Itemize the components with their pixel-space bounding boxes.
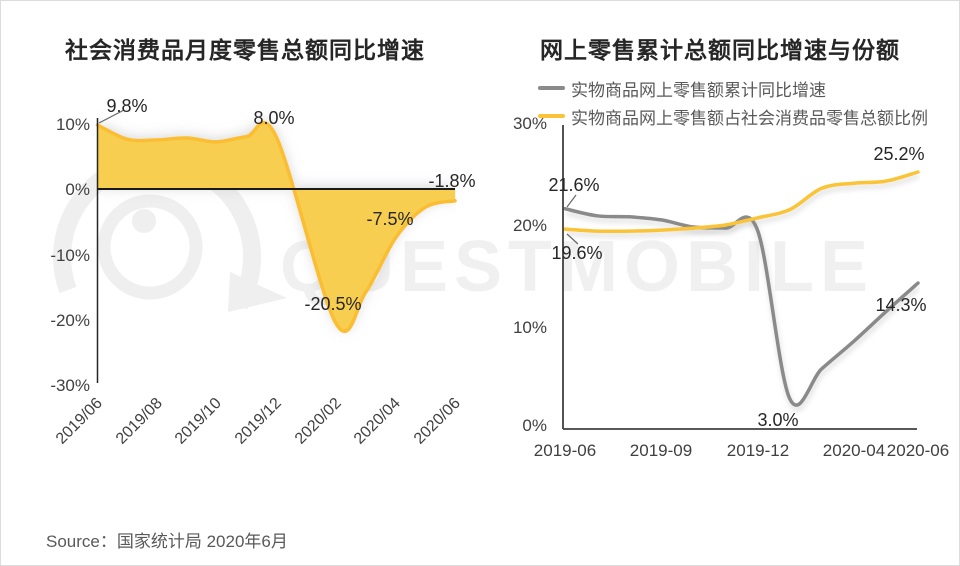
x-tick: 2019/12 xyxy=(232,395,285,448)
data-label-peak: 8.0% xyxy=(253,108,294,128)
left-x-tick-labels: 2019/06 2019/08 2019/10 2019/12 2020/02 … xyxy=(53,395,464,448)
label-leader-line xyxy=(98,109,125,124)
data-label-feb: -20.5% xyxy=(304,294,361,314)
watermark-logo-dot xyxy=(132,209,156,233)
area-series-fill xyxy=(97,122,455,332)
right-chart-legend: 实物商品网上零售额累计同比增速 实物商品网上零售额占社会消费品零售总额比例 xyxy=(538,74,928,130)
right-x-tick-labels: 2019-06 2019-09 2019-12 2020-04 2020-06 xyxy=(534,441,949,460)
y-tick: 20% xyxy=(513,216,547,235)
right-chart-title: 网上零售累计总额同比增速与份额 xyxy=(540,37,900,63)
yellow-line-shadow xyxy=(565,174,920,238)
data-label-end: -1.8% xyxy=(428,171,475,191)
x-tick: 2019-12 xyxy=(727,441,789,460)
legend-item-growth: 实物商品网上零售额累计同比增速 xyxy=(538,74,928,102)
data-label-yellow-end: 25.2% xyxy=(873,144,924,164)
gray-line-swatch-icon xyxy=(538,86,565,90)
x-tick: 2019-06 xyxy=(534,441,596,460)
x-tick: 2020/02 xyxy=(292,395,345,448)
y-tick: 10% xyxy=(513,318,547,337)
data-label-start: 9.8% xyxy=(106,96,147,116)
y-tick: 10% xyxy=(56,115,90,134)
legend-label: 实物商品网上零售额累计同比增速 xyxy=(571,80,826,100)
y-tick: 0% xyxy=(522,416,547,435)
left-y-tick-labels: 10% 0% -10% -20% -30% xyxy=(50,115,90,395)
area-series-line xyxy=(95,120,457,333)
y-tick: 30% xyxy=(513,114,547,133)
yellow-line-swatch-icon xyxy=(538,114,565,118)
right-y-tick-labels: 30% 20% 10% 0% xyxy=(513,114,547,435)
y-tick: -30% xyxy=(50,376,90,395)
right-chart: 30% 20% 10% 0% 2019-06 2019-09 2019-12 2… xyxy=(513,114,949,460)
data-label-apr: -7.5% xyxy=(366,209,413,229)
share-line-series xyxy=(563,170,920,234)
data-label-yellow-start: 19.6% xyxy=(551,243,602,263)
label-leader-line xyxy=(566,194,577,208)
y-tick: -10% xyxy=(50,246,90,265)
right-data-labels: 21.6% 19.6% 25.2% 14.3% 3.0% xyxy=(548,144,926,430)
legend-label: 实物商品网上零售额占社会消费品零售总额比例 xyxy=(571,108,928,128)
left-data-labels: 9.8% 8.0% -1.8% -7.5% -20.5% xyxy=(98,96,476,314)
left-chart-title: 社会消费品月度零售总额同比增速 xyxy=(65,37,425,63)
x-tick: 2020/06 xyxy=(411,395,464,448)
label-leader-line xyxy=(566,233,579,245)
x-tick: 2019/06 xyxy=(53,395,106,448)
growth-line-series xyxy=(563,206,920,407)
data-label-gray-min: 3.0% xyxy=(757,410,798,430)
y-tick: -20% xyxy=(50,311,90,330)
data-label-gray-end: 14.3% xyxy=(875,295,926,315)
x-tick: 2019-09 xyxy=(630,441,692,460)
x-tick: 2020/04 xyxy=(351,395,404,448)
x-tick: 2020-06 xyxy=(887,441,949,460)
x-tick: 2019/08 xyxy=(113,395,166,448)
source-note: Source：国家统计局 2020年6月 xyxy=(46,532,288,551)
watermark-logo-inner-ring xyxy=(97,194,203,300)
x-tick: 2020-04 xyxy=(823,441,885,460)
legend-item-share: 实物商品网上零售额占社会消费品零售总额比例 xyxy=(538,102,928,130)
watermark-logo-tail xyxy=(228,272,287,312)
data-label-gray-start: 21.6% xyxy=(548,175,599,195)
x-tick: 2019/10 xyxy=(172,395,225,448)
y-tick: 0% xyxy=(65,180,90,199)
